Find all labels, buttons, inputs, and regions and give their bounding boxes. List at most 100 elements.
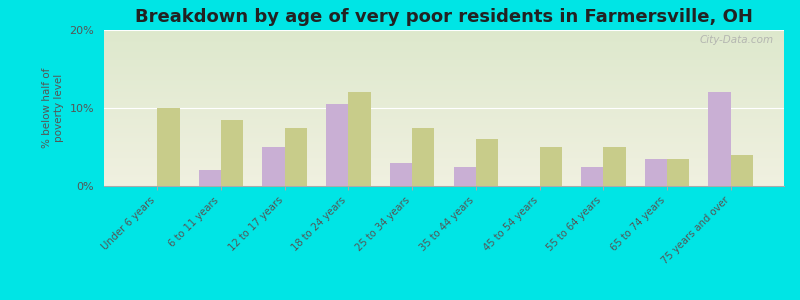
Bar: [104, 99, 784, 100]
Bar: [104, 148, 784, 150]
Bar: [285, 128, 307, 186]
Bar: [104, 113, 784, 114]
Bar: [104, 141, 784, 142]
Bar: [104, 105, 784, 106]
Bar: [390, 163, 412, 186]
Bar: [104, 100, 784, 102]
Bar: [104, 94, 784, 95]
Bar: [104, 68, 784, 69]
Bar: [104, 72, 784, 74]
Bar: [104, 30, 784, 31]
Bar: [104, 63, 784, 64]
Bar: [104, 50, 784, 52]
Bar: [104, 49, 784, 50]
Bar: [104, 155, 784, 156]
Bar: [104, 92, 784, 94]
Bar: [104, 46, 784, 47]
Bar: [104, 55, 784, 56]
Y-axis label: % below half of
poverty level: % below half of poverty level: [42, 68, 64, 148]
Bar: [158, 108, 179, 186]
Bar: [104, 153, 784, 155]
Bar: [104, 169, 784, 170]
Bar: [104, 142, 784, 144]
Bar: [104, 139, 784, 141]
Bar: [104, 164, 784, 166]
Bar: [104, 35, 784, 36]
Bar: [104, 52, 784, 53]
Bar: [104, 161, 784, 163]
Bar: [104, 56, 784, 58]
Bar: [262, 147, 285, 186]
Bar: [104, 122, 784, 124]
Bar: [104, 127, 784, 128]
Bar: [104, 85, 784, 86]
Bar: [104, 163, 784, 164]
Bar: [104, 58, 784, 60]
Bar: [104, 180, 784, 181]
Bar: [104, 64, 784, 66]
Text: City-Data.com: City-Data.com: [700, 35, 774, 45]
Bar: [539, 147, 562, 186]
Bar: [104, 39, 784, 41]
Bar: [104, 47, 784, 49]
Bar: [104, 70, 784, 72]
Bar: [104, 102, 784, 103]
Bar: [104, 106, 784, 108]
Bar: [104, 88, 784, 89]
Bar: [104, 134, 784, 136]
Bar: [104, 136, 784, 138]
Bar: [349, 92, 370, 186]
Bar: [104, 121, 784, 122]
Bar: [104, 131, 784, 133]
Bar: [104, 75, 784, 77]
Bar: [104, 146, 784, 147]
Bar: [104, 91, 784, 92]
Bar: [104, 108, 784, 110]
Title: Breakdown by age of very poor residents in Farmersville, OH: Breakdown by age of very poor residents …: [135, 8, 753, 26]
Bar: [104, 116, 784, 117]
Bar: [104, 95, 784, 97]
Bar: [104, 117, 784, 119]
Bar: [104, 53, 784, 55]
Bar: [104, 77, 784, 78]
Bar: [104, 36, 784, 38]
Bar: [104, 119, 784, 121]
Bar: [104, 183, 784, 184]
Bar: [104, 103, 784, 105]
Bar: [104, 130, 784, 131]
Bar: [104, 114, 784, 116]
Bar: [104, 124, 784, 125]
Bar: [104, 160, 784, 161]
Bar: [104, 158, 784, 160]
Bar: [104, 156, 784, 158]
Bar: [104, 82, 784, 83]
Bar: [104, 181, 784, 183]
Bar: [104, 44, 784, 46]
Bar: [104, 170, 784, 172]
Bar: [104, 97, 784, 99]
Bar: [667, 159, 690, 186]
Bar: [104, 138, 784, 139]
Bar: [104, 167, 784, 169]
Bar: [104, 111, 784, 113]
Bar: [198, 170, 221, 186]
Bar: [104, 133, 784, 134]
Bar: [104, 128, 784, 130]
Bar: [730, 155, 753, 186]
Bar: [709, 92, 730, 186]
Bar: [326, 104, 349, 186]
Bar: [104, 150, 784, 152]
Bar: [104, 89, 784, 91]
Bar: [104, 177, 784, 178]
Bar: [104, 61, 784, 63]
Bar: [476, 139, 498, 186]
Bar: [104, 83, 784, 85]
Bar: [603, 147, 626, 186]
Bar: [454, 167, 476, 186]
Bar: [581, 167, 603, 186]
Bar: [645, 159, 667, 186]
Bar: [104, 173, 784, 175]
Bar: [104, 74, 784, 75]
Bar: [104, 147, 784, 148]
Bar: [104, 80, 784, 82]
